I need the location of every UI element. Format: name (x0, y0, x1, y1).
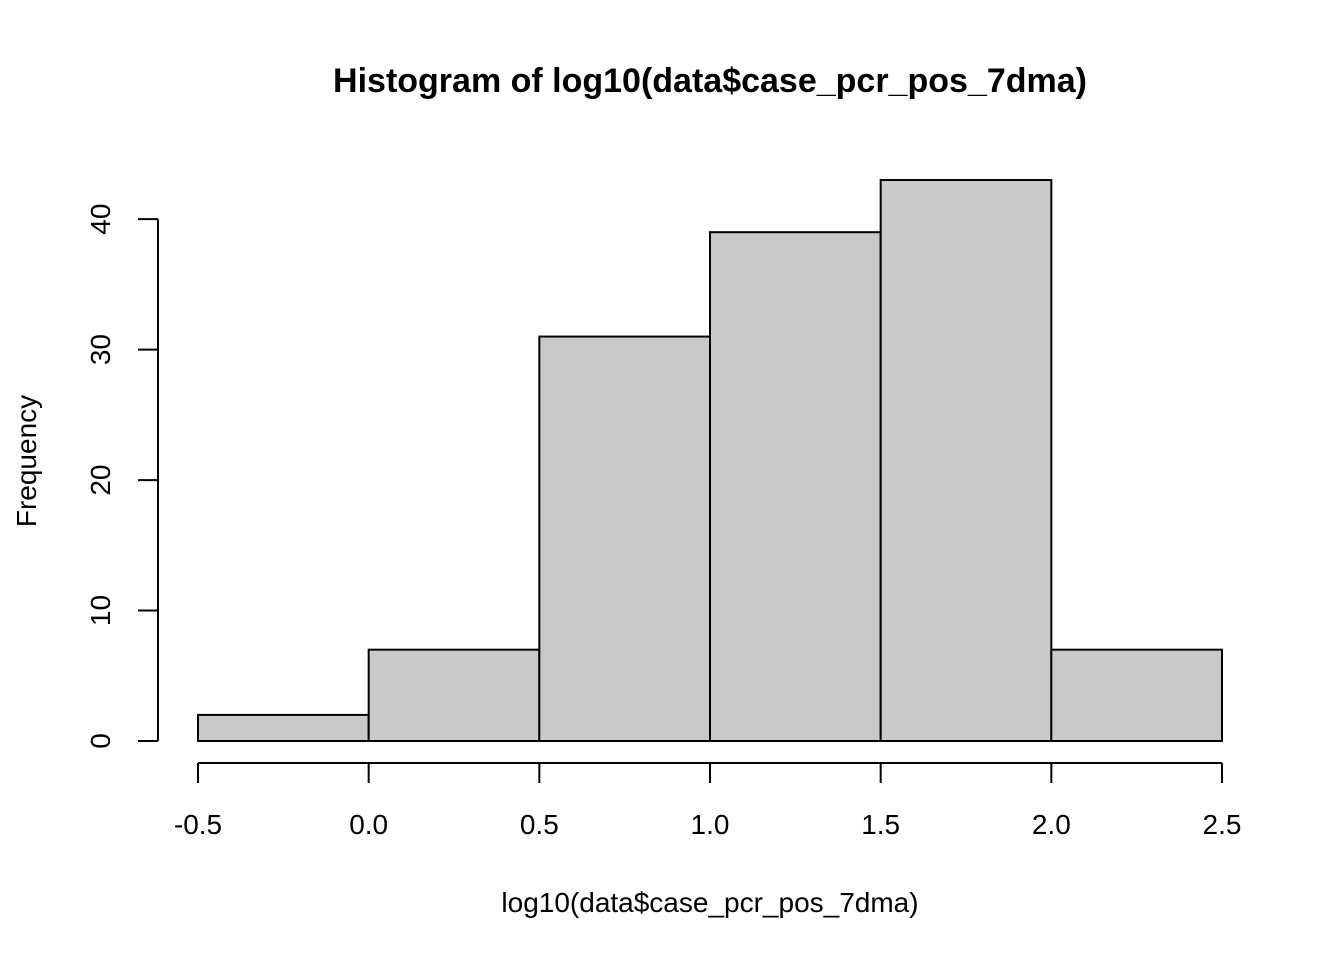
histogram-bar (367, 648, 541, 743)
chart-title: Histogram of log10(data$case_pcr_pos_7dm… (333, 62, 1087, 100)
histogram-bar (879, 179, 1053, 742)
histogram-bar (709, 231, 882, 743)
y-axis-label: Frequency (11, 395, 42, 527)
x-tick-label: 2.0 (1032, 809, 1071, 840)
y-tick-label: 40 (85, 204, 116, 235)
histogram-bar (538, 335, 711, 742)
bars-group (197, 179, 1224, 743)
histogram-bar (197, 713, 370, 743)
x-tick-label: 0.5 (520, 809, 559, 840)
y-tick-label: 30 (85, 334, 116, 365)
y-axis: 0 10 20 30 40 (85, 204, 159, 749)
y-tick-label: 0 (85, 733, 116, 749)
x-tick-label: -0.5 (174, 809, 222, 840)
x-tick-label: 2.5 (1203, 809, 1242, 840)
y-tick-label: 10 (85, 595, 116, 626)
x-tick-label: 0.0 (349, 809, 388, 840)
x-tick-label: 1.5 (861, 809, 900, 840)
y-tick-label: 20 (85, 464, 116, 495)
x-axis: -0.5 0.0 0.5 1.0 1.5 2.0 2.5 (174, 762, 1242, 840)
x-axis-label: log10(data$case_pcr_pos_7dma) (501, 887, 918, 918)
histogram-bar (1050, 648, 1224, 743)
x-tick-label: 1.0 (691, 809, 730, 840)
